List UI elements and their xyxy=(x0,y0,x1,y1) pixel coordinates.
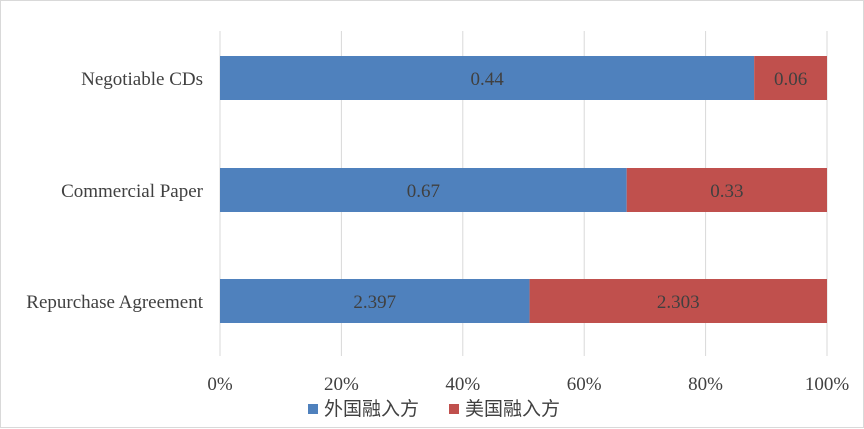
legend-label: 外国融入方 xyxy=(324,398,419,420)
data-label: 0.33 xyxy=(710,181,743,202)
legend: 外国融入方 美国融入方 xyxy=(308,398,560,420)
category-label: Negotiable CDs xyxy=(81,69,203,90)
data-label: 2.303 xyxy=(657,292,700,313)
bars: 0.44 0.06 0.67 0.33 2.397 2.303 xyxy=(220,56,827,323)
legend-swatch xyxy=(449,404,459,414)
bar-segment xyxy=(626,168,827,212)
category-label: Repurchase Agreement xyxy=(26,292,203,313)
category-labels: Negotiable CDs Commercial Paper Repurchase… xyxy=(26,69,203,313)
data-label: 2.397 xyxy=(353,292,396,313)
x-tick-label: 60% xyxy=(567,374,602,395)
x-tick-label: 80% xyxy=(688,374,723,395)
category-label: Commercial Paper xyxy=(61,181,204,202)
bar-segment xyxy=(220,56,755,100)
x-tick-label: 40% xyxy=(445,374,480,395)
bar-segment xyxy=(220,279,530,323)
legend-label: 美国融入方 xyxy=(465,398,560,420)
bar-segment xyxy=(529,279,827,323)
x-tick-label: 100% xyxy=(805,374,850,395)
data-label: 0.44 xyxy=(470,69,504,90)
x-tick-label: 20% xyxy=(324,374,359,395)
data-label: 0.06 xyxy=(774,69,807,90)
data-label: 0.67 xyxy=(407,181,440,202)
x-tick-label: 0% xyxy=(207,374,233,395)
bar-segment xyxy=(754,56,827,100)
x-tick-labels: 0% 20% 40% 60% 80% 100% xyxy=(207,374,849,395)
bar-segment xyxy=(220,168,627,212)
legend-swatch xyxy=(308,404,318,414)
